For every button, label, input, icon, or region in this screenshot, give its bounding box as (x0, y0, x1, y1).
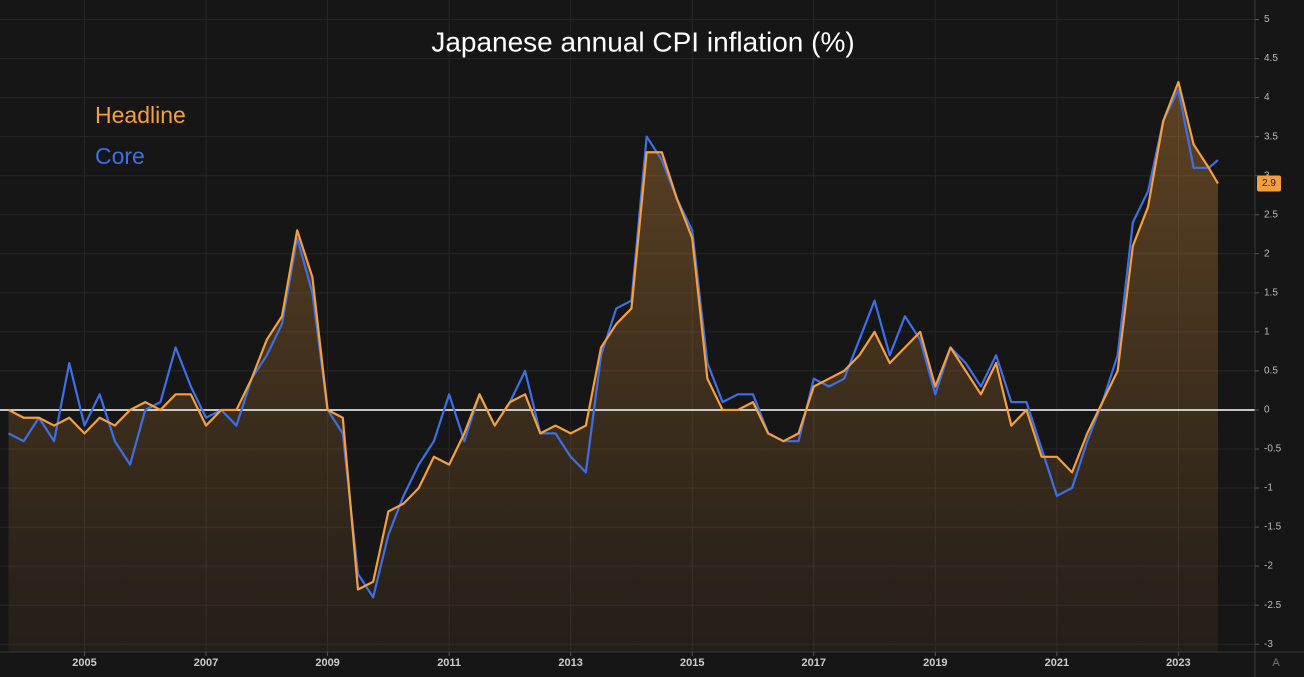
y-tick-label: -1 (1264, 483, 1273, 494)
legend-entry: Core (95, 143, 145, 169)
y-tick-label: 4.5 (1264, 53, 1278, 64)
x-tick-label: 2009 (315, 657, 339, 669)
y-tick-label: 1.5 (1264, 287, 1278, 298)
y-tick-label: -0.5 (1264, 444, 1282, 455)
y-tick-label: -2.5 (1264, 600, 1282, 611)
y-tick-label: -2 (1264, 561, 1273, 572)
x-tick-label: 2007 (194, 657, 218, 669)
y-tick-label: -3 (1264, 639, 1273, 650)
x-tick-label: 2005 (72, 657, 96, 669)
legend-entry: Headline (95, 102, 186, 128)
last-value-label: 2.9 (1262, 178, 1276, 189)
y-tick-label: 4 (1264, 92, 1270, 103)
y-tick-label: 0.5 (1264, 366, 1278, 377)
x-tick-label: 2017 (802, 657, 826, 669)
y-tick-label: 0 (1264, 405, 1270, 416)
y-tick-label: 2.5 (1264, 209, 1278, 220)
x-tick-label: 2011 (437, 657, 461, 669)
x-tick-label: 2015 (680, 657, 704, 669)
y-tick-label: 2 (1264, 248, 1270, 259)
series-line (8, 80, 1219, 591)
area (8, 81, 1218, 652)
x-tick-label: 2013 (558, 657, 582, 669)
y-tick-label: 5 (1264, 14, 1270, 25)
auto-scale-button[interactable]: A (1272, 657, 1280, 669)
series-line (8, 88, 1219, 599)
x-tick-label: 2019 (923, 657, 947, 669)
last-value-tag (1257, 175, 1281, 192)
x-tick-label: 2023 (1166, 657, 1190, 669)
chart-title: Japanese annual CPI inflation (%) (431, 26, 854, 57)
x-tick-label: 2021 (1045, 657, 1069, 669)
y-tick-label: 1 (1264, 326, 1270, 337)
y-tick-label: -1.5 (1264, 522, 1282, 533)
y-tick-label: 3.5 (1264, 131, 1278, 142)
